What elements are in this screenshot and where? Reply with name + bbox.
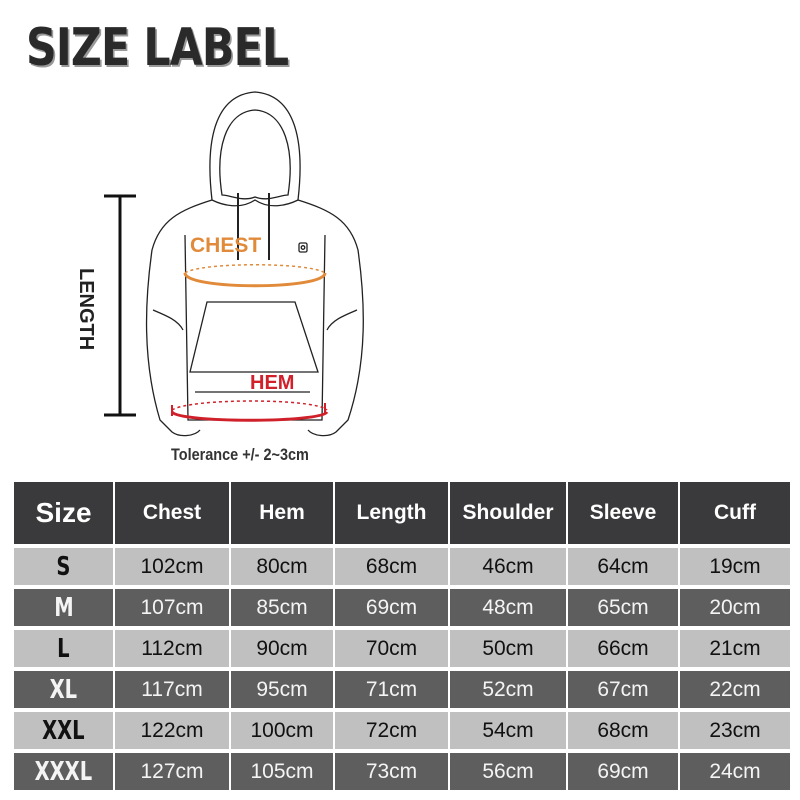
hoodie-diagram: CHEST HEM LENGTH bbox=[75, 91, 364, 437]
page-title: SIZE LABEL bbox=[26, 18, 289, 78]
size-label: XL bbox=[49, 674, 78, 705]
measure-cell: 112cm bbox=[115, 630, 229, 667]
header-cuff: Cuff bbox=[680, 482, 790, 544]
table-row: XL 117cm 95cm 71cm 52cm 67cm 22cm bbox=[14, 671, 790, 708]
measure-cell: 20cm bbox=[680, 589, 790, 626]
header-size: Size bbox=[14, 482, 113, 544]
size-table: Size Chest Hem Length Shoulder Sleeve Cu… bbox=[12, 478, 792, 794]
size-label: S bbox=[56, 551, 71, 582]
length-label: LENGTH bbox=[75, 268, 97, 350]
size-label: XXL bbox=[42, 715, 85, 746]
size-cell: S bbox=[14, 548, 113, 585]
measure-cell: 23cm bbox=[680, 712, 790, 749]
measure-cell: 54cm bbox=[450, 712, 566, 749]
header-hem: Hem bbox=[231, 482, 333, 544]
measure-cell: 69cm bbox=[568, 753, 678, 790]
measure-cell: 48cm bbox=[450, 589, 566, 626]
measure-cell: 127cm bbox=[115, 753, 229, 790]
measure-cell: 90cm bbox=[231, 630, 333, 667]
measure-cell: 122cm bbox=[115, 712, 229, 749]
header-chest: Chest bbox=[115, 482, 229, 544]
measure-cell: 22cm bbox=[680, 671, 790, 708]
table-header-row: Size Chest Hem Length Shoulder Sleeve Cu… bbox=[14, 482, 790, 544]
length-measure-line bbox=[104, 194, 136, 417]
size-cell: L bbox=[14, 630, 113, 667]
header-shoulder: Shoulder bbox=[450, 482, 566, 544]
measure-cell: 105cm bbox=[231, 753, 333, 790]
table-row: S 102cm 80cm 68cm 46cm 64cm 19cm bbox=[14, 548, 790, 585]
measure-cell: 68cm bbox=[568, 712, 678, 749]
size-cell: XL bbox=[14, 671, 113, 708]
measure-cell: 46cm bbox=[450, 548, 566, 585]
header-length: Length bbox=[335, 482, 448, 544]
hem-measure-line bbox=[170, 400, 329, 422]
measure-cell: 65cm bbox=[568, 589, 678, 626]
measure-cell: 69cm bbox=[335, 589, 448, 626]
table-row: L 112cm 90cm 70cm 50cm 66cm 21cm bbox=[14, 630, 790, 667]
measure-cell: 100cm bbox=[231, 712, 333, 749]
measure-cell: 66cm bbox=[568, 630, 678, 667]
size-cell: M bbox=[14, 589, 113, 626]
chest-measure-line bbox=[183, 264, 327, 288]
size-label: L bbox=[57, 633, 70, 664]
measure-cell: 72cm bbox=[335, 712, 448, 749]
measure-cell: 21cm bbox=[680, 630, 790, 667]
measure-cell: 73cm bbox=[335, 753, 448, 790]
header-sleeve: Sleeve bbox=[568, 482, 678, 544]
measure-cell: 70cm bbox=[335, 630, 448, 667]
size-label: M bbox=[53, 592, 74, 623]
measure-cell: 95cm bbox=[231, 671, 333, 708]
table-row: XXL 122cm 100cm 72cm 54cm 68cm 23cm bbox=[14, 712, 790, 749]
measure-cell: 117cm bbox=[115, 671, 229, 708]
measure-cell: 50cm bbox=[450, 630, 566, 667]
measure-cell: 64cm bbox=[568, 548, 678, 585]
size-cell: XXXL bbox=[14, 753, 113, 790]
measure-cell: 80cm bbox=[231, 548, 333, 585]
measure-cell: 85cm bbox=[231, 589, 333, 626]
chest-label: CHEST bbox=[190, 234, 261, 257]
size-cell: XXL bbox=[14, 712, 113, 749]
measure-cell: 71cm bbox=[335, 671, 448, 708]
measure-cell: 67cm bbox=[568, 671, 678, 708]
measure-cell: 107cm bbox=[115, 589, 229, 626]
measure-cell: 68cm bbox=[335, 548, 448, 585]
size-label: XXXL bbox=[34, 756, 93, 787]
table-row: M 107cm 85cm 69cm 48cm 65cm 20cm bbox=[14, 589, 790, 626]
measure-cell: 56cm bbox=[450, 753, 566, 790]
measure-cell: 52cm bbox=[450, 671, 566, 708]
measure-cell: 24cm bbox=[680, 753, 790, 790]
measure-cell: 19cm bbox=[680, 548, 790, 585]
tolerance-note: Tolerance +/- 2~3cm bbox=[171, 445, 309, 464]
table-row: XXXL 127cm 105cm 73cm 56cm 69cm 24cm bbox=[14, 753, 790, 790]
measure-cell: 102cm bbox=[115, 548, 229, 585]
hem-label: HEM bbox=[250, 372, 294, 394]
